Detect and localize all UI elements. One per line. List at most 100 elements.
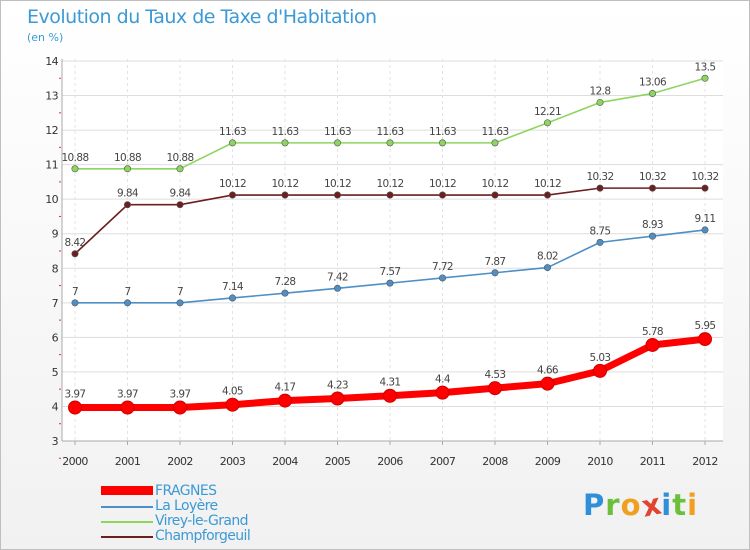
data-label: 12.21 bbox=[534, 106, 561, 118]
legend-swatch-virey-le-grand bbox=[101, 521, 153, 523]
data-label: 13.06 bbox=[639, 76, 667, 88]
data-label: 9.84 bbox=[117, 188, 139, 200]
data-label: 7 bbox=[177, 286, 183, 298]
data-label: 5.95 bbox=[695, 320, 716, 332]
data-point bbox=[435, 385, 450, 400]
data-point bbox=[386, 191, 394, 199]
y-tick-label: 5 bbox=[52, 366, 59, 379]
data-point bbox=[124, 165, 132, 173]
data-label: 8.93 bbox=[642, 219, 663, 231]
y-tick-label: 3 bbox=[52, 435, 59, 448]
data-label: 10.32 bbox=[586, 171, 613, 183]
x-tick-label: 2001 bbox=[115, 455, 141, 468]
data-point bbox=[333, 139, 341, 147]
data-point bbox=[229, 294, 237, 302]
data-point bbox=[540, 376, 555, 391]
data-point bbox=[333, 284, 341, 292]
data-label: 10.12 bbox=[481, 178, 508, 190]
legend-label-virey-le-grand: Virey-le-Grand bbox=[155, 513, 249, 529]
data-label: 8.75 bbox=[590, 225, 611, 237]
data-label: 4.31 bbox=[380, 377, 401, 389]
x-tick-label: 2010 bbox=[587, 455, 613, 468]
x-tick-label: 2000 bbox=[62, 455, 88, 468]
data-label: 7.72 bbox=[432, 261, 453, 273]
data-point bbox=[176, 201, 184, 209]
data-point bbox=[491, 139, 499, 147]
data-label: 10.12 bbox=[219, 178, 246, 190]
data-point bbox=[543, 119, 551, 127]
x-tick-label: 2008 bbox=[482, 455, 508, 468]
data-label: 10.32 bbox=[691, 171, 718, 183]
data-point bbox=[124, 299, 132, 307]
legend-label-la-loyere: La Loyère bbox=[155, 498, 218, 514]
data-label: 8.42 bbox=[65, 237, 86, 249]
data-label: 4.05 bbox=[222, 386, 243, 398]
data-label: 11.63 bbox=[429, 126, 456, 138]
data-point bbox=[438, 139, 446, 147]
data-point bbox=[124, 201, 132, 209]
y-tick-label: 9 bbox=[52, 228, 59, 241]
data-label: 7.42 bbox=[327, 271, 348, 283]
data-point bbox=[701, 74, 709, 82]
data-point bbox=[71, 250, 79, 258]
data-point bbox=[383, 388, 397, 403]
data-label: 5.78 bbox=[642, 326, 663, 338]
x-tick-label: 2006 bbox=[377, 455, 403, 468]
data-label: 10.12 bbox=[324, 178, 351, 190]
data-point bbox=[333, 191, 341, 199]
x-tick-label: 2004 bbox=[272, 455, 298, 468]
data-point bbox=[645, 337, 660, 352]
data-point bbox=[698, 332, 712, 347]
data-point bbox=[701, 184, 709, 192]
data-label: 7.87 bbox=[485, 256, 506, 268]
data-label: 10.88 bbox=[114, 152, 141, 164]
data-label: 3.97 bbox=[170, 388, 191, 400]
x-tick-label: 2005 bbox=[325, 455, 351, 468]
data-label: 9.11 bbox=[695, 213, 716, 225]
data-point bbox=[596, 238, 604, 246]
data-label: 12.8 bbox=[590, 85, 611, 97]
data-point bbox=[229, 191, 237, 199]
data-label: 11.63 bbox=[481, 126, 508, 138]
data-label: 10.12 bbox=[534, 178, 561, 190]
data-point bbox=[438, 191, 446, 199]
data-point bbox=[176, 165, 184, 173]
data-label: 11.63 bbox=[271, 126, 298, 138]
y-tick-label: 8 bbox=[52, 262, 59, 275]
data-label: 10.12 bbox=[271, 178, 298, 190]
plot-area bbox=[62, 59, 723, 441]
y-tick-label: 14 bbox=[45, 55, 58, 68]
data-label: 7 bbox=[72, 286, 78, 298]
logo-letter: P bbox=[583, 488, 606, 522]
data-point bbox=[278, 393, 292, 408]
data-point bbox=[543, 264, 551, 272]
data-label: 7.28 bbox=[275, 276, 296, 288]
x-tick-label: 2003 bbox=[220, 455, 246, 468]
logo-letter: i bbox=[687, 488, 699, 522]
x-tick-label: 2012 bbox=[692, 455, 718, 468]
data-point bbox=[488, 381, 502, 396]
logo-letter: o bbox=[620, 488, 642, 522]
data-label: 4.53 bbox=[485, 369, 506, 381]
data-label: 13.5 bbox=[695, 61, 716, 73]
proxiti-logo: Proxiti bbox=[583, 486, 699, 523]
data-label: 7 bbox=[124, 286, 130, 298]
data-point bbox=[68, 400, 82, 415]
data-label: 3.97 bbox=[117, 388, 138, 400]
data-label: 10.88 bbox=[61, 152, 88, 164]
logo-letter: i bbox=[661, 488, 673, 522]
data-point bbox=[281, 289, 289, 297]
data-point bbox=[71, 165, 79, 173]
y-tick-label: 7 bbox=[52, 297, 59, 310]
data-label: 4.4 bbox=[435, 374, 451, 386]
y-tick-label: 6 bbox=[52, 331, 59, 344]
legend-label-fragnes: FRAGNES bbox=[155, 483, 217, 499]
data-point bbox=[173, 400, 187, 415]
data-label: 4.23 bbox=[327, 380, 348, 392]
data-label: 5.03 bbox=[590, 352, 611, 364]
data-point bbox=[648, 89, 656, 97]
y-tick-label: 12 bbox=[45, 124, 58, 137]
data-point bbox=[648, 184, 656, 192]
data-point bbox=[330, 391, 345, 406]
data-point bbox=[491, 191, 499, 199]
